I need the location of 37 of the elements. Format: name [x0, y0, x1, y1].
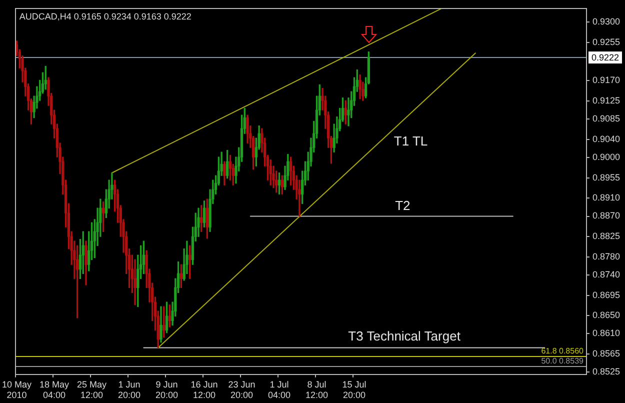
y-tick-label: 0.9125	[592, 96, 620, 106]
x-tick-label: 23 Jun 20:00	[228, 379, 256, 400]
y-tick-label: 0.9085	[592, 114, 620, 124]
ref-line-label: 61.8 0.8560	[541, 346, 584, 356]
y-tick-label: 0.8695	[592, 290, 620, 300]
y-tick-label: 0.8525	[592, 366, 620, 377]
y-tick-label: 0.8955	[592, 172, 620, 182]
y-tick-label: 0.9170	[592, 75, 620, 86]
series-label: T2	[395, 198, 410, 213]
series-label: T3 Technical Target	[348, 328, 461, 344]
candlestick	[298, 180, 301, 217]
x-tick-label: 8 Jul 12:00	[305, 379, 328, 400]
x-tick-label: 25 May 12:00	[77, 379, 108, 400]
y-tick-label: 0.8740	[592, 269, 620, 280]
y-tick-label: 0.8910	[592, 192, 620, 203]
y-tick-label: 0.8825	[592, 231, 620, 242]
x-tick-label: 16 Jun 12:00	[190, 379, 218, 400]
y-tick-label: 0.8650	[592, 310, 620, 320]
x-tick-label: 9 Jun 20:00	[155, 379, 178, 400]
y-tick-label: 0.8780	[592, 251, 620, 262]
y-tick-label: 0.9040	[592, 134, 620, 144]
y-tick-label: 0.9255	[592, 36, 620, 47]
x-tick-label: 10 May 2010	[2, 379, 32, 400]
ref-line-label: 0.9222	[591, 52, 620, 62]
x-tick-label: 1 Jun 20:00	[118, 379, 141, 400]
chart-title: AUDCAD,H4 0.9165 0.9234 0.9163 0.9222	[19, 11, 192, 22]
y-tick-label: 0.9000	[592, 152, 620, 162]
x-tick-label: 15 Jul 20:00	[342, 379, 366, 400]
series-label: T1 TL	[394, 134, 428, 149]
x-tick-label: 1 Jul 04:00	[268, 379, 291, 400]
y-tick-label: 0.8565	[592, 348, 620, 359]
y-tick-label: 0.8870	[592, 210, 620, 221]
y-tick-label: 0.8610	[592, 328, 620, 338]
candlestick	[134, 259, 136, 306]
x-tick-label: 18 May 04:00	[40, 379, 70, 400]
y-tick-label: 0.9300	[592, 16, 620, 26]
ref-line-label: 50.0 0.8539	[541, 356, 584, 366]
